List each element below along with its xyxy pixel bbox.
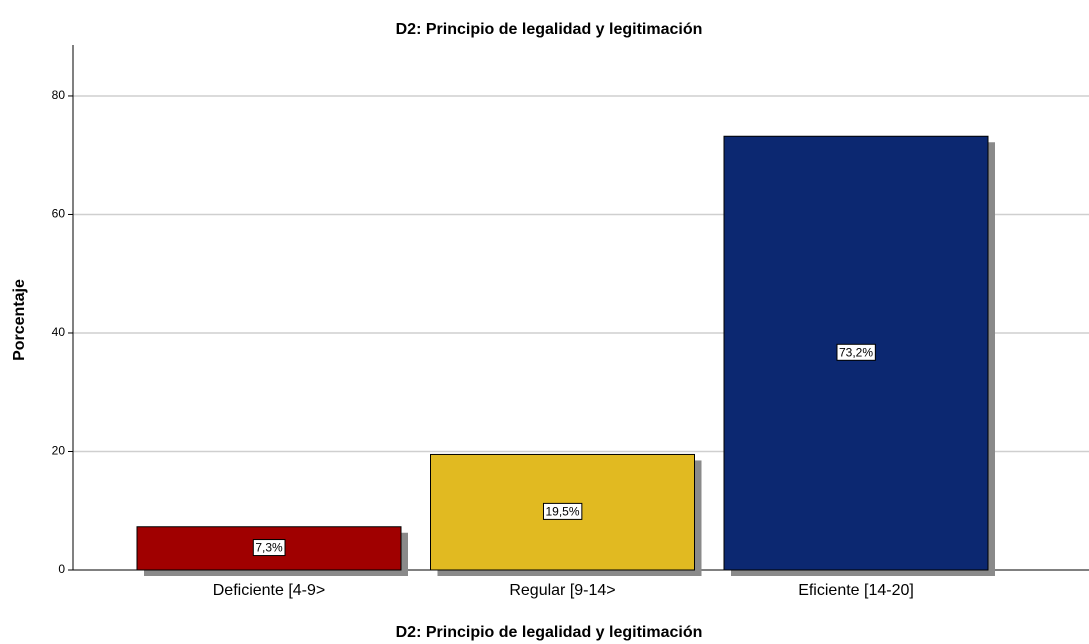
value-label: 73,2%	[839, 345, 873, 359]
x-tick-label: Regular [9-14>	[509, 582, 615, 599]
x-axis-title: D2: Principio de legalidad y legitimació…	[396, 624, 703, 641]
x-tick-label: Deficiente [4-9>	[213, 582, 326, 599]
value-label-box	[836, 343, 876, 361]
y-tick-label: 20	[52, 444, 66, 458]
y-tick-label: 60	[52, 207, 66, 221]
y-tick-label: 0	[58, 562, 65, 576]
chart-title: D2: Principio de legalidad y legitimació…	[396, 21, 703, 38]
value-label-box	[252, 539, 286, 557]
value-label: 19,5%	[545, 504, 579, 518]
y-axis-title: Porcentaje	[11, 279, 28, 361]
y-tick-label: 80	[52, 88, 66, 102]
x-tick-label: Eficiente [14-20]	[798, 582, 914, 599]
value-label-box	[542, 502, 583, 520]
value-label: 7,3%	[255, 541, 283, 555]
y-tick-label: 40	[52, 325, 66, 339]
